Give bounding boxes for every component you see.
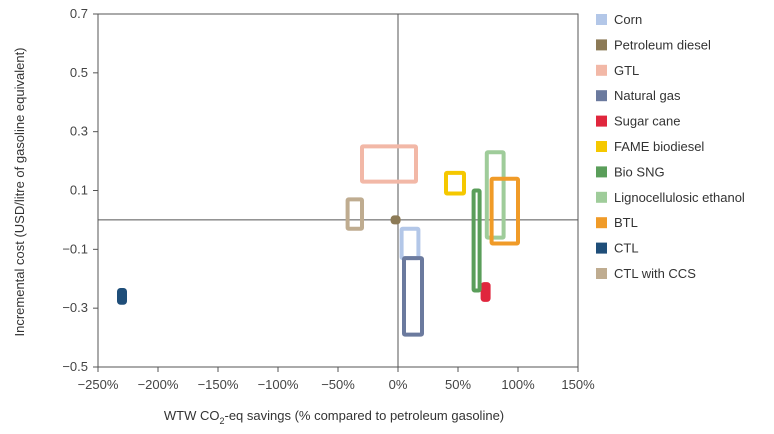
y-tick-label: −0.3: [62, 300, 88, 315]
x-tick-label: −50%: [321, 377, 355, 392]
range-box: [484, 150, 506, 240]
legend-label: Petroleum diesel: [614, 37, 711, 52]
legend-swatch: [596, 141, 607, 152]
y-tick-label: 0.1: [70, 183, 88, 198]
legend-label: Lignocellulosic ethanol: [614, 190, 745, 205]
legend-label: CTL: [614, 241, 639, 256]
x-axis-title: WTW CO2-eq savings (% compared to petrol…: [164, 408, 504, 426]
legend-swatch: [596, 191, 607, 203]
legend-label: Natural gas: [614, 88, 681, 103]
x-tick-label: 150%: [561, 377, 595, 392]
x-tick-label: −100%: [258, 377, 299, 392]
x-tick-label: −150%: [198, 377, 239, 392]
legend-swatch: [596, 166, 607, 178]
legend-swatch: [596, 64, 607, 76]
y-tick-label: −0.1: [62, 241, 88, 256]
legend-label: Sugar cane: [614, 114, 681, 129]
y-tick-label: 0.5: [70, 65, 88, 80]
range-box: [489, 176, 521, 246]
range-box: [117, 288, 127, 305]
legend-swatch: [596, 90, 607, 102]
legend-label: CTL with CCS: [614, 266, 696, 281]
legend-swatch: [596, 14, 607, 25]
legend-swatch: [596, 115, 607, 127]
range-box: [444, 170, 466, 196]
y-tick-label: 0.3: [70, 124, 88, 139]
range-box: [390, 215, 401, 225]
range-box: [360, 144, 418, 184]
x-tick-label: −200%: [138, 377, 179, 392]
plot-area: −250% −200% −150% −100% −50% 0% 50% 100% 150% −0.…: [62, 6, 595, 392]
y-tick-label: −0.5: [62, 359, 88, 374]
legend-label: BTL: [614, 215, 638, 230]
range-box: [471, 188, 482, 293]
axis-labels: WTW CO2-eq savings (% compared to petrol…: [12, 47, 504, 426]
legend-swatch: [596, 217, 607, 229]
legend-label: FAME biodiesel: [614, 139, 704, 154]
legend-swatch: [596, 268, 607, 279]
y-tick-label: 0.7: [70, 6, 88, 21]
legend-swatch: [596, 242, 607, 254]
legend: Corn Petroleum diesel GTL Natural gas Sugar …: [596, 12, 745, 281]
x-axis-title-rest: -eq savings (% compared to petroleum gas…: [224, 408, 504, 423]
legend-swatch: [596, 39, 607, 51]
legend-label: Bio SNG: [614, 164, 665, 179]
x-tick-label: 50%: [445, 377, 471, 392]
range-box: [399, 226, 421, 261]
x-tick-label: 100%: [501, 377, 535, 392]
x-tick-label: −250%: [78, 377, 119, 392]
y-axis-title: Incremental cost (USD/litre of gasoline …: [12, 47, 27, 336]
plot-frame: [97, 13, 579, 368]
x-tick-label: 0%: [389, 377, 408, 392]
range-box: [480, 282, 491, 302]
legend-label: GTL: [614, 63, 639, 78]
range-box: [402, 256, 424, 337]
legend-label: Corn: [614, 12, 642, 27]
x-axis-title-subscript: 2: [219, 416, 224, 426]
range-box: [345, 197, 365, 231]
